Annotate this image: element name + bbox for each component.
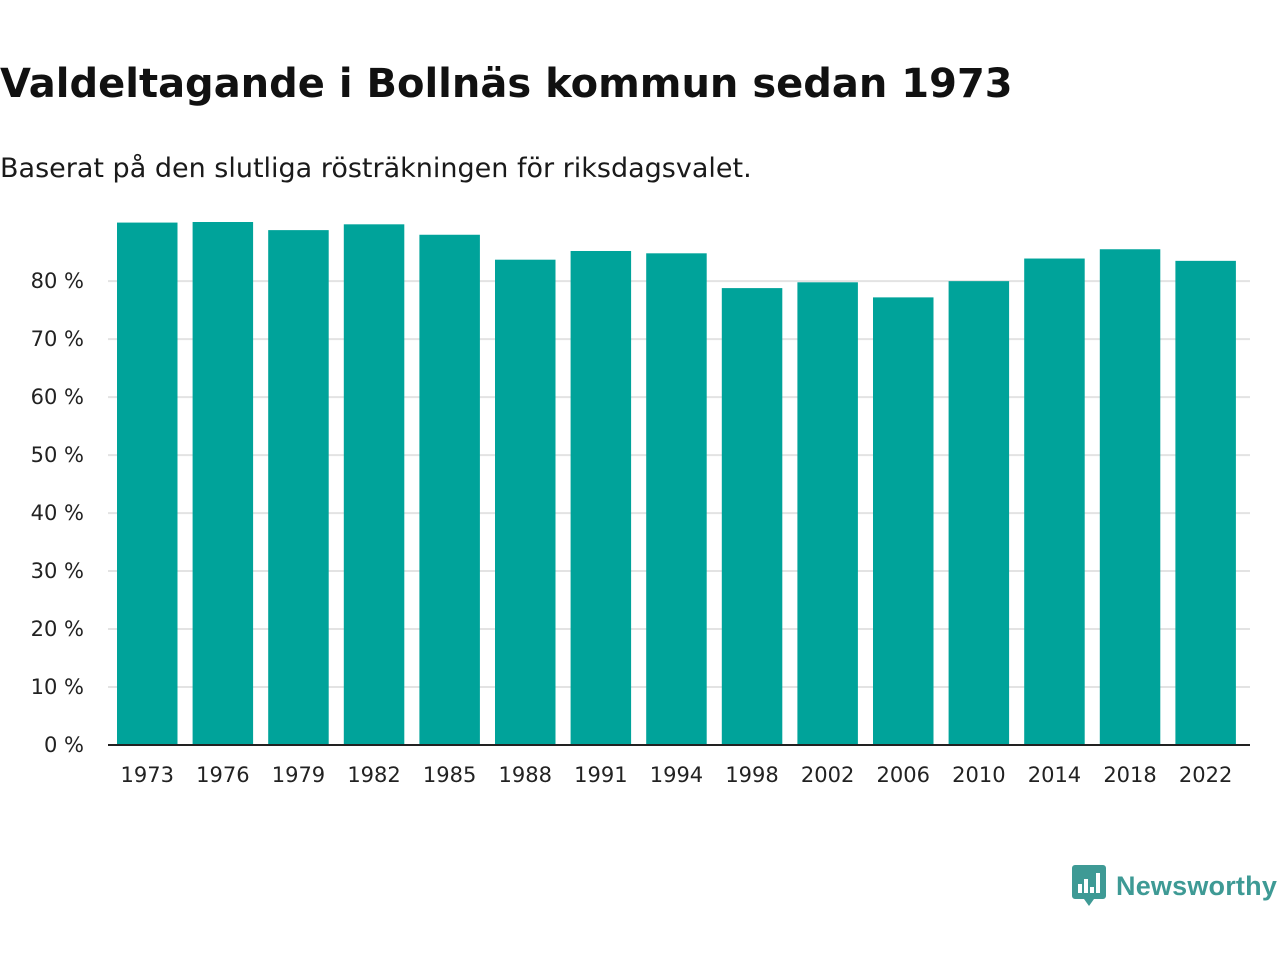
y-tick-label: 30 % bbox=[31, 559, 84, 583]
newsworthy-logo: Newsworthy bbox=[1072, 864, 1277, 908]
y-tick-label: 80 % bbox=[31, 269, 84, 293]
bars bbox=[117, 222, 1236, 746]
bar-2006 bbox=[873, 297, 934, 745]
bar-1985 bbox=[419, 234, 480, 745]
y-tick-label: 60 % bbox=[31, 385, 84, 409]
bar-1991 bbox=[570, 250, 632, 745]
x-tick-label: 1994 bbox=[650, 763, 703, 787]
y-tick-label: 70 % bbox=[31, 327, 84, 351]
y-tick-label: 20 % bbox=[31, 617, 84, 641]
bar-2018 bbox=[1099, 249, 1161, 746]
logo-text: Newsworthy bbox=[1116, 870, 1278, 901]
x-tick-label: 2010 bbox=[952, 763, 1005, 787]
bar-2014 bbox=[1024, 258, 1085, 745]
bar-2002 bbox=[797, 282, 858, 745]
y-tick-label: 10 % bbox=[31, 675, 84, 699]
x-tick-label: 2002 bbox=[801, 763, 854, 787]
chart-title: Valdeltagande i Bollnäs kommun sedan 197… bbox=[0, 61, 1013, 107]
x-tick-label: 1976 bbox=[196, 763, 249, 787]
axes: 0 % 10 % 20 % 30 % 40 % 50 % 60 % 70 % 80 % 1973 1… bbox=[31, 269, 1250, 787]
bar-chart-speech-bubble-icon bbox=[1072, 865, 1106, 906]
y-tick-label: 40 % bbox=[31, 501, 84, 525]
y-tick-label: 0 % bbox=[44, 733, 84, 757]
x-tick-label: 1988 bbox=[499, 763, 552, 787]
x-tick-label: 1998 bbox=[725, 763, 778, 787]
bar-1998 bbox=[721, 288, 783, 745]
x-tick-label: 1985 bbox=[423, 763, 476, 787]
x-tick-label: 1991 bbox=[574, 763, 627, 787]
x-tick-label: 2018 bbox=[1103, 763, 1156, 787]
x-tick-label: 2014 bbox=[1028, 763, 1081, 787]
bar-1973 bbox=[117, 222, 178, 745]
bar-1979 bbox=[268, 230, 329, 745]
bar-2010 bbox=[948, 281, 1010, 745]
bar-1982 bbox=[343, 224, 405, 746]
x-tick-label: 1979 bbox=[272, 763, 325, 787]
x-tick-label: 1982 bbox=[347, 763, 400, 787]
bar-2022 bbox=[1175, 260, 1236, 745]
bar-1976 bbox=[192, 222, 254, 745]
y-tick-label: 50 % bbox=[31, 443, 84, 467]
chart-subtitle: Baserat på den slutliga rösträkningen fö… bbox=[0, 153, 752, 184]
x-tick-label: 1973 bbox=[121, 763, 174, 787]
x-tick-label: 2022 bbox=[1179, 763, 1232, 787]
bar-1994 bbox=[646, 253, 707, 745]
bar-1988 bbox=[495, 259, 556, 745]
x-tick-label: 2006 bbox=[877, 763, 930, 787]
